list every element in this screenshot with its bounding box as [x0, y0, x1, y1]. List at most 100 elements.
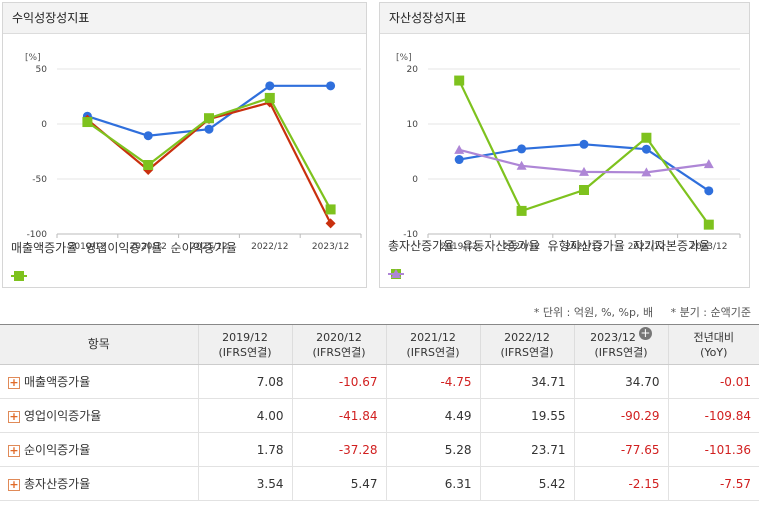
legend-item[interactable]: 매출액증가율: [11, 239, 77, 281]
x-tick-label: 2022/12: [628, 242, 665, 252]
legend-marker-icon: [11, 271, 27, 281]
unit-note: * 단위 : 억원, %, %p, 배: [533, 306, 654, 319]
x-tick-label: 2019/12: [69, 242, 106, 252]
legend-label: 자기자본증가율: [632, 239, 711, 253]
data-point: [326, 81, 336, 91]
row-label-cell[interactable]: + 총자산증가율: [0, 466, 198, 501]
expand-columns-icon[interactable]: +: [638, 325, 652, 340]
y-tick-label: 20: [407, 65, 419, 75]
col-header-yoy: 전년대비 (YoY): [667, 324, 759, 365]
x-tick-label: 2021/12: [190, 242, 227, 252]
legend-label: 유형자산증가율: [547, 239, 625, 253]
table-cell: 5.42: [479, 466, 574, 501]
expand-plus-icon[interactable]: +: [8, 409, 20, 423]
data-point: [325, 218, 336, 229]
x-tick-label: 2020/12: [503, 242, 540, 252]
col-period: 2020/12: [316, 330, 362, 344]
legend-item[interactable]: 유형자산증가율: [388, 237, 625, 279]
legend-label: 영업이익증가율: [85, 241, 163, 255]
data-point: [454, 144, 465, 154]
panel-title: 수익성장성지표: [3, 3, 366, 34]
data-point: [325, 204, 336, 215]
data-point: [704, 186, 714, 196]
asset-growth-chart: [%] 20 10 0 -10 2019/12 2020/12 2021/12 2022/12 2…: [396, 53, 741, 252]
profit-growth-chart: [%] 50 0 -50 -100 2019/12 2020/12 2021/12 2022/1…: [25, 53, 362, 252]
y-tick-label: -100: [27, 230, 48, 240]
legend-label: 유동자산증가율: [462, 239, 540, 253]
legend-item[interactable]: 자기자본증가율: [388, 237, 711, 278]
basis-note: * 분기 : 순액기준: [670, 306, 751, 319]
table-cell: 6.31: [385, 466, 480, 501]
data-point: [264, 92, 275, 103]
y-tick-label: 10: [407, 120, 419, 130]
table-row: + 총자산증가율 3.54 5.47 6.31 5.42 -2.15 -7.57: [0, 466, 759, 501]
legend-marker: [14, 271, 24, 281]
col-header[interactable]: 2021/12 (IFRS연결): [385, 324, 480, 365]
data-point: [641, 132, 652, 143]
table-cell: 3.54: [197, 466, 292, 501]
legend-item[interactable]: 순이익증가율: [11, 239, 237, 281]
table-row: + 순이익증가율 1.78 -37.28 5.28 23.71 -77.65 -101.36: [0, 432, 759, 467]
row-label-cell[interactable]: + 매출액증가율: [0, 364, 198, 399]
table-cell: 4.49: [385, 398, 480, 433]
data-point: [454, 155, 464, 165]
expand-plus-icon[interactable]: +: [8, 443, 20, 457]
asset-growth-panel: 자산성장성지표 [%] 20 10 0 -10 2019/12 2020/12 2021/12…: [379, 2, 750, 288]
col-basis: (IFRS연결): [406, 345, 460, 359]
table-cell: 4.00: [197, 398, 292, 433]
table-cell: 23.71: [479, 432, 574, 467]
table-cell: -4.75: [385, 364, 480, 399]
data-point: [579, 185, 589, 195]
data-point: [703, 219, 714, 230]
table-cell: -37.28: [291, 432, 386, 467]
col-period: 전년대비: [693, 330, 734, 344]
table-row: + 매출액증가율 7.08 -10.67 -4.75 34.71 34.70 -0.01: [0, 364, 759, 399]
table-cell: 34.70: [573, 364, 668, 399]
x-tick-label: 2022/12: [251, 242, 288, 252]
data-point: [143, 160, 154, 171]
legend-item[interactable]: 총자산증가율: [388, 237, 454, 279]
data-point: [641, 144, 651, 154]
table-cell: -109.84: [667, 398, 759, 433]
x-tick-label: 2019/12: [441, 242, 478, 252]
x-tick-label: 2021/12: [565, 242, 602, 252]
table-cell: 1.78: [197, 432, 292, 467]
col-period: 2023/12: [590, 330, 636, 344]
data-point: [143, 131, 153, 141]
data-point: [516, 205, 527, 216]
col-header[interactable]: 2020/12 (IFRS연결): [291, 324, 386, 365]
expand-plus-icon[interactable]: +: [8, 477, 20, 491]
col-header[interactable]: 2023/12 + (IFRS연결): [573, 324, 668, 365]
col-header[interactable]: 2022/12 (IFRS연결): [479, 324, 574, 365]
y-tick-label: -10: [403, 230, 418, 240]
col-header[interactable]: 2019/12 (IFRS연결): [197, 324, 292, 365]
chart-legend: 매출액증가율 영업이익증가율 순이익증가율: [11, 239, 366, 281]
col-period: 2022/12: [504, 330, 550, 344]
table-cell: 5.47: [291, 466, 386, 501]
row-label-cell[interactable]: + 영업이익증가율: [0, 398, 198, 433]
col-basis: (IFRS연결): [500, 345, 554, 359]
table-cell: -7.57: [667, 466, 759, 501]
col-basis: (IFRS연결): [312, 345, 366, 359]
data-point: [204, 113, 214, 124]
row-label: 매출액증가율: [24, 375, 91, 389]
table-cell: -0.01: [667, 364, 759, 399]
table-cell: -10.67: [291, 364, 386, 399]
unit-label: [%]: [396, 53, 412, 63]
data-point: [516, 160, 527, 170]
legend-item[interactable]: 유동자산증가율: [388, 237, 540, 279]
table-cell: 34.71: [479, 364, 574, 399]
row-label-cell[interactable]: + 순이익증가율: [0, 432, 198, 467]
data-point: [82, 117, 93, 128]
growth-table: 항목 2019/12 (IFRS연결) 2020/12 (IFRS연결) 2021/…: [0, 324, 759, 501]
row-label: 영업이익증가율: [24, 409, 102, 423]
y-tick-label: 0: [41, 120, 47, 130]
table-header-row: 항목 2019/12 (IFRS연결) 2020/12 (IFRS연결) 2021/…: [0, 324, 759, 365]
data-point: [641, 167, 652, 177]
legend-item[interactable]: 영업이익증가율: [11, 239, 163, 281]
data-point: [265, 81, 275, 91]
table-cell: 19.55: [479, 398, 574, 433]
x-tick-label: 2020/12: [130, 242, 167, 252]
expand-plus-icon[interactable]: +: [8, 375, 20, 389]
table-cell: -101.36: [667, 432, 759, 467]
